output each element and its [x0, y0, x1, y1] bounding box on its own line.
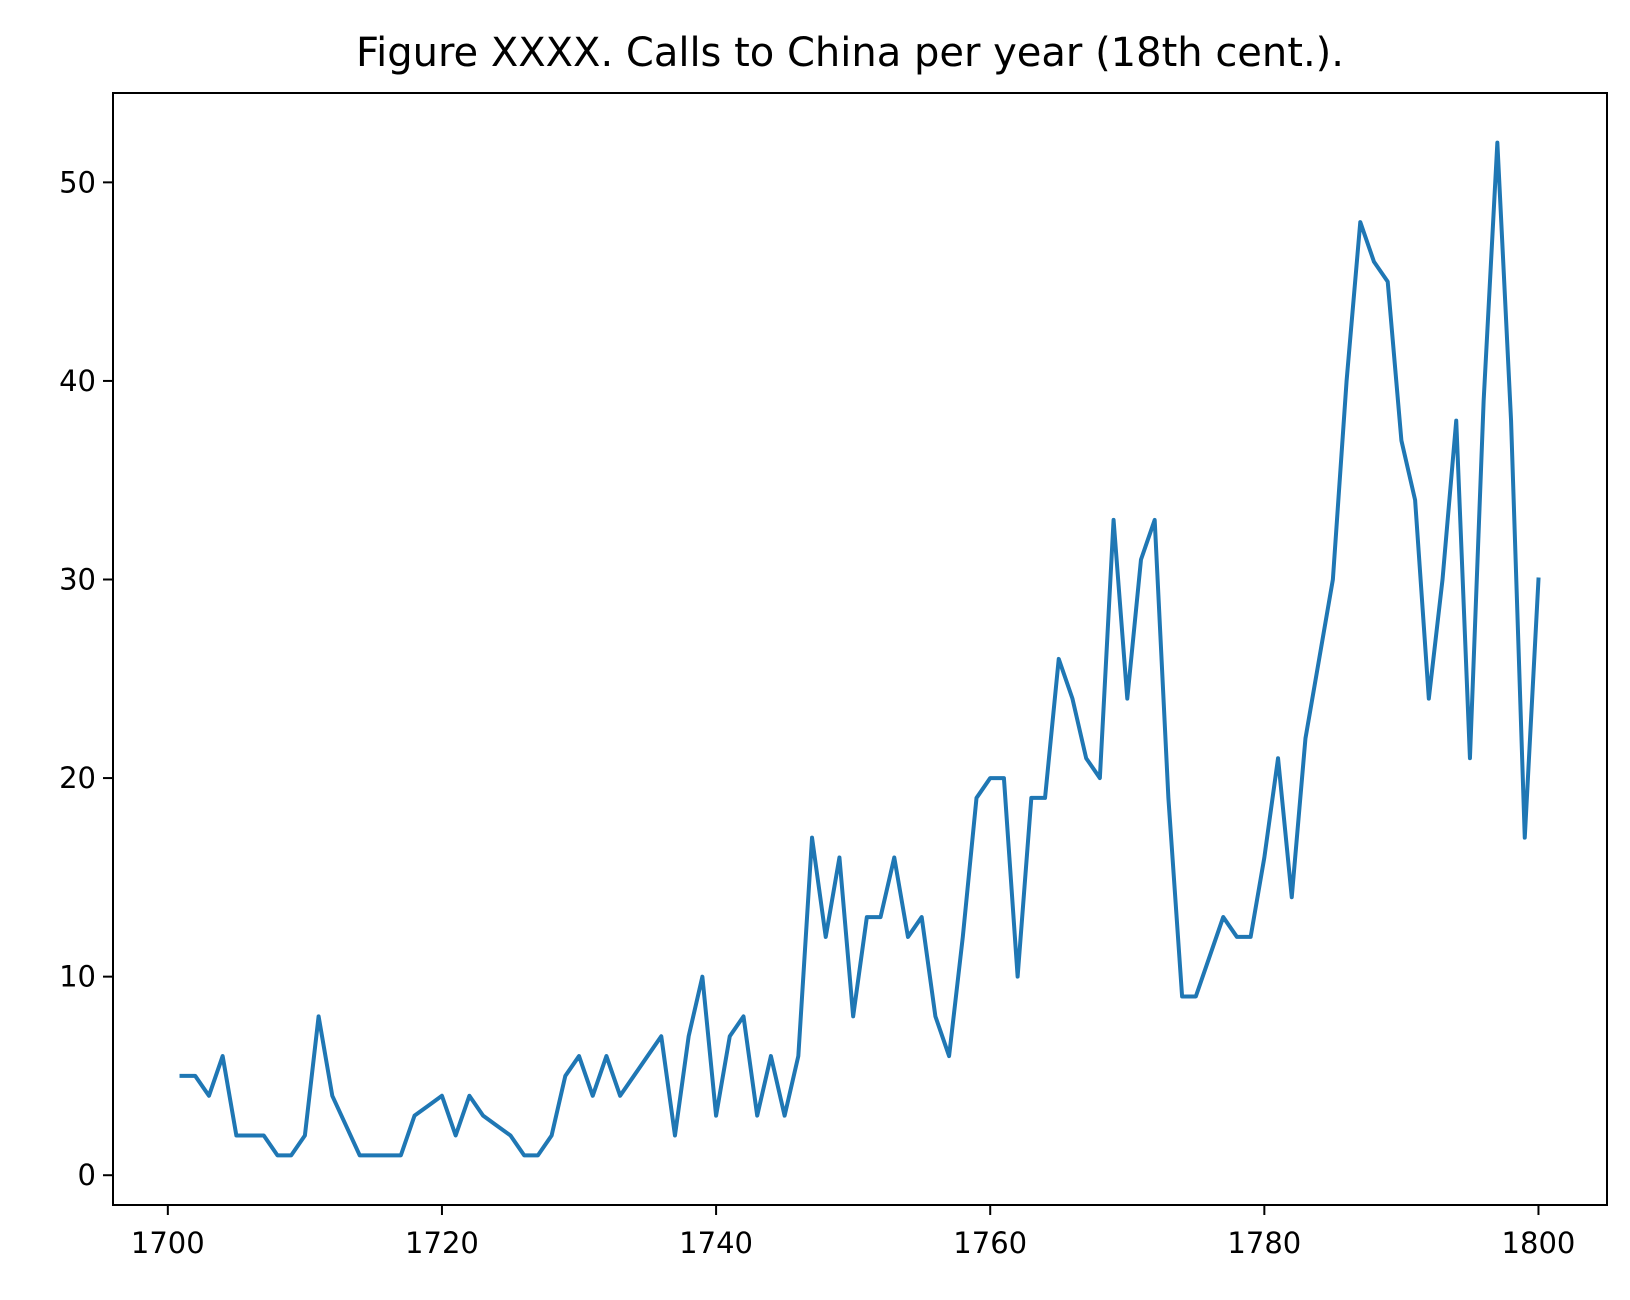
- y-tick-label: 30: [59, 563, 96, 597]
- y-tick-label: 50: [59, 165, 96, 199]
- plot-frame: [112, 92, 1608, 1206]
- x-axis: 1700 1720 1740 1760 1780 1800: [131, 1205, 1575, 1260]
- x-tick-label: 1720: [405, 1226, 479, 1260]
- y-tick-label: 10: [59, 960, 96, 994]
- x-tick-label: 1740: [679, 1226, 753, 1260]
- y-tick-label: 20: [59, 761, 96, 795]
- x-tick-label: 1780: [1227, 1226, 1301, 1260]
- y-tick-label: 0: [78, 1158, 96, 1192]
- x-tick-label: 1700: [131, 1226, 205, 1260]
- y-tick-label: 40: [59, 364, 96, 398]
- chart-title: Figure XXXX. Calls to China per year (18…: [356, 30, 1344, 76]
- x-tick-label: 1760: [953, 1226, 1027, 1260]
- y-axis: 0 10 20 30 40 50: [59, 165, 113, 1192]
- x-tick-label: 1800: [1502, 1226, 1576, 1260]
- series-line-0: [179, 140, 1541, 1158]
- plot-marks: [179, 140, 1541, 1158]
